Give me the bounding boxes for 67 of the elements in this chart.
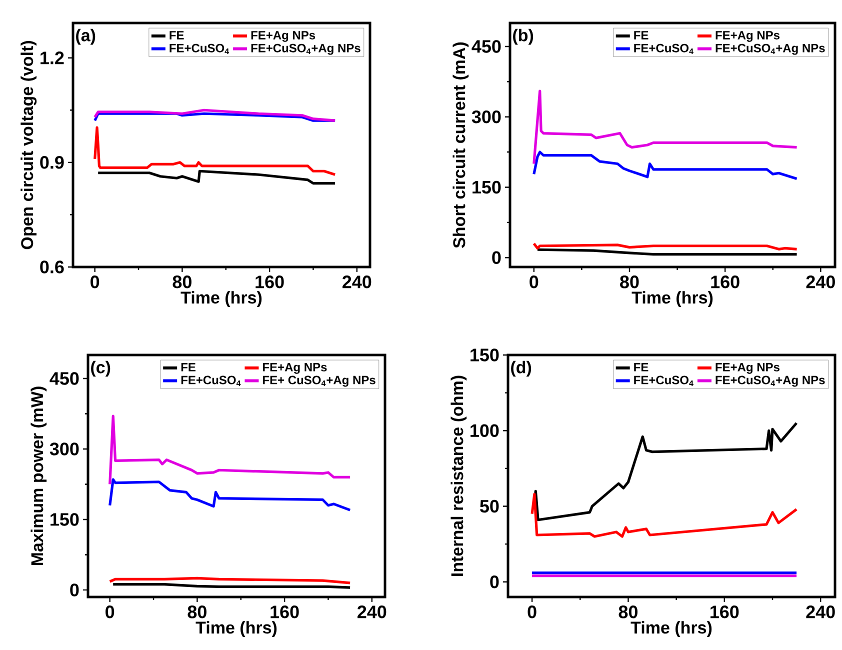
x-axis-title: Time (hrs) (630, 621, 712, 637)
y-tick-label: 300 (472, 110, 501, 124)
y-axis-title: Open circuit voltage (volt) (20, 40, 37, 250)
x-tick-label: 160 (711, 276, 740, 288)
legend-label: FE+ CuSO$_{4}$+Ag NPs (263, 376, 376, 387)
legend-label: FE+Ag NPs (263, 363, 327, 374)
y-tick-label: 150 (470, 348, 499, 362)
legend-label: FE+CuSO$_{4}$+Ag NPs (716, 44, 825, 55)
y-tick-label: 450 (50, 372, 79, 385)
x-tick-label: 160 (710, 606, 739, 618)
y-tick-label: 0.6 (40, 260, 64, 274)
y-tick-label: 100 (470, 424, 499, 437)
x-axis-title: Time (hrs) (632, 291, 713, 307)
y-axis-title: Maximum power (mW) (30, 386, 47, 566)
line-series (108, 414, 352, 486)
legend-label: FE+Ag NPs (716, 363, 780, 374)
x-tick-label: 240 (342, 276, 372, 288)
y-axis-title: Internal resistance (ohm) (450, 376, 467, 576)
x-tick-label: 80 (172, 276, 192, 288)
legend-label: FE (634, 363, 648, 372)
y-tick-label: 150 (50, 513, 79, 526)
legend-label: FE+Ag NPs (716, 31, 780, 42)
x-tick-label: 240 (806, 276, 835, 288)
y-tick-label: 300 (50, 442, 79, 456)
line-series (94, 108, 336, 122)
line-series (530, 492, 798, 538)
line-series (532, 150, 798, 180)
line-series (108, 478, 352, 512)
chart-title: (a) (76, 28, 96, 45)
chart-title: (b) (513, 28, 534, 45)
legend-label: FE+CuSO$_{4}$+Ag NPs (716, 376, 825, 387)
y-tick-label: 0 (490, 576, 499, 588)
legend-label: FE+CuSO$_{4}$ (170, 44, 230, 54)
x-tick-label: 80 (620, 276, 639, 288)
chart-title: (d) (511, 360, 532, 377)
line-series (533, 422, 798, 522)
line-series (532, 90, 798, 166)
x-tick-label: 160 (256, 276, 284, 288)
y-tick-label: 0 (70, 584, 79, 596)
y-tick-label: 150 (472, 180, 501, 194)
y-axis-title: Short circuit current (mA) (452, 42, 469, 248)
x-axis-title: Time (hrs) (180, 291, 262, 307)
legend-label: FE (170, 31, 184, 40)
legend-label: FE+CuSO$_{4}$ (634, 376, 694, 386)
y-tick-label: 0.9 (40, 156, 64, 169)
y-tick-label: 50 (480, 500, 499, 513)
chart-title: (c) (91, 360, 110, 377)
y-tick-label: 450 (472, 40, 501, 53)
y-tick-label: 0 (492, 251, 501, 264)
legend-label: FE+CuSO$_{4}$ (181, 376, 241, 386)
x-tick-label: 80 (618, 606, 638, 618)
x-axis-title: Time (hrs) (196, 621, 277, 637)
x-tick-label: 0 (106, 606, 114, 618)
x-tick-label: 0 (90, 276, 100, 288)
line-series (94, 126, 336, 176)
y-tick-label: 1.2 (40, 52, 64, 64)
x-tick-label: 160 (270, 606, 299, 618)
legend-label: FE+CuSO$_{4}$+Ag NPs (251, 44, 360, 55)
x-tick-label: 240 (806, 606, 835, 618)
x-tick-label: 240 (358, 606, 386, 618)
legend-label: FE (181, 363, 196, 372)
legend-label: FE (634, 31, 648, 40)
x-tick-label: 0 (528, 606, 536, 618)
legend-label: FE+CuSO$_{4}$ (634, 44, 694, 54)
x-tick-label: 0 (530, 276, 538, 288)
legend-label: FE+Ag NPs (251, 31, 316, 42)
x-tick-label: 80 (188, 606, 206, 618)
